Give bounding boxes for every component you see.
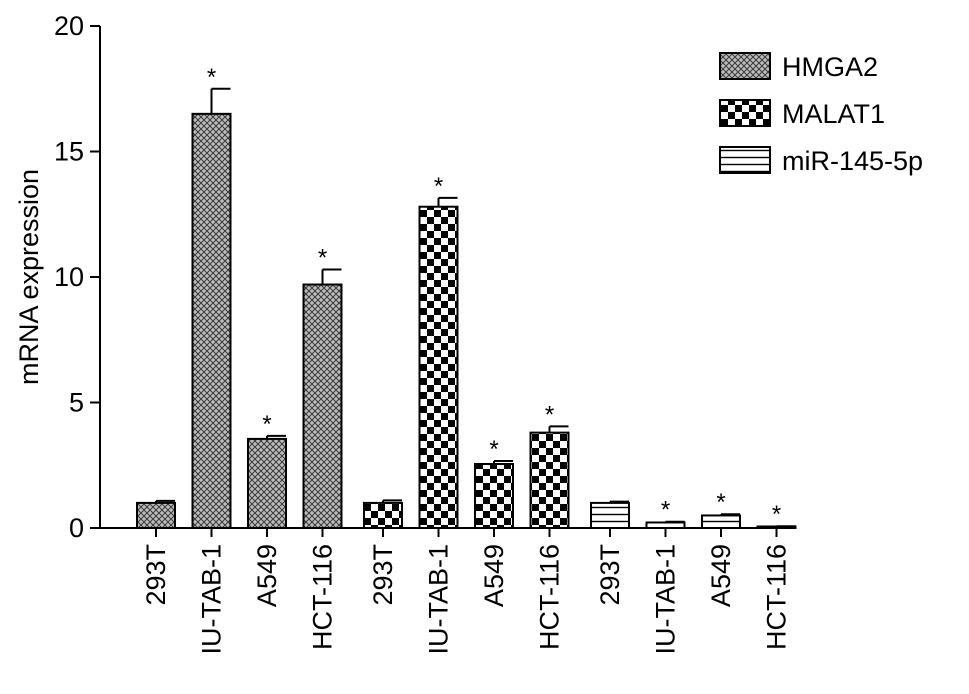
x-category-label: 293T	[595, 544, 625, 606]
x-category-label: A549	[479, 544, 509, 607]
significance-marker: *	[772, 501, 781, 528]
bar	[701, 514, 741, 530]
significance-marker: *	[489, 436, 498, 463]
legend-label: MALAT1	[782, 99, 885, 129]
x-category-label: HCT-116	[308, 544, 338, 650]
legend-label: HMGA2	[782, 52, 878, 82]
significance-marker: *	[545, 401, 554, 428]
x-category-label: HCT-116	[535, 544, 565, 650]
bar	[302, 283, 343, 529]
x-category-label: HCT-116	[762, 544, 792, 650]
significance-marker: *	[318, 244, 327, 271]
x-category-label: A549	[706, 544, 736, 607]
bar	[136, 501, 176, 529]
legend-swatch	[719, 146, 771, 174]
bar	[247, 437, 287, 529]
significance-marker: *	[434, 173, 443, 200]
bar	[418, 205, 459, 529]
bar	[474, 462, 514, 529]
x-category-label: 293T	[141, 544, 171, 606]
x-category-label: IU-TAB-1	[424, 544, 454, 655]
x-category-label: A549	[252, 544, 282, 607]
bar	[529, 431, 570, 529]
bar	[191, 112, 232, 529]
y-tick-label: 20	[54, 11, 84, 41]
y-tick-label: 0	[69, 513, 84, 543]
legend-label: miR-145-5p	[782, 146, 923, 176]
significance-marker: *	[262, 411, 271, 438]
legend: HMGA2 MALAT1 miR-145-5p	[719, 52, 923, 176]
y-tick-label: 15	[54, 137, 84, 167]
y-tick-label: 5	[69, 388, 84, 418]
x-category-label: IU-TAB-1	[197, 544, 227, 655]
y-tick-label: 10	[54, 262, 84, 292]
bars: * * * * * * * * *	[136, 64, 797, 530]
y-axis: 0 5 10 15 20	[54, 11, 101, 543]
legend-swatch	[719, 99, 771, 127]
significance-marker: *	[661, 497, 670, 524]
bar	[590, 501, 630, 529]
bar	[363, 501, 403, 529]
y-axis-title: mRNA expression	[14, 169, 44, 385]
x-category-label: IU-TAB-1	[651, 544, 681, 655]
x-axis	[100, 527, 778, 537]
significance-marker: *	[716, 489, 725, 516]
legend-swatch	[719, 52, 771, 80]
x-category-label: 293T	[368, 544, 398, 606]
significance-marker: *	[207, 64, 216, 91]
category-labels: 293T IU-TAB-1 A549 HCT-116 293T IU-TAB-1 A549 H…	[141, 544, 792, 655]
